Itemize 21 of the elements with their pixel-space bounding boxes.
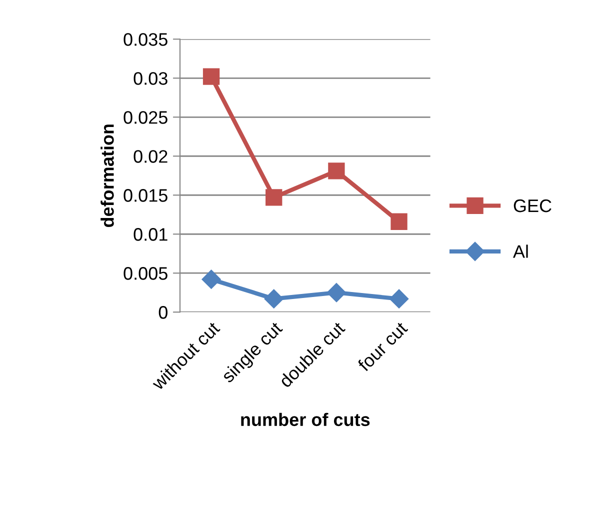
point [326, 283, 346, 302]
y-tick-label: 0.01 [134, 228, 168, 241]
point [264, 289, 284, 308]
point [390, 213, 408, 230]
legend-label: GEC [514, 199, 552, 212]
y-tick-label: 0.015 [124, 189, 168, 202]
point [328, 162, 345, 180]
x-tick-label: four cut [356, 320, 408, 372]
y-tick-label: 0.035 [124, 33, 168, 46]
point [202, 68, 220, 85]
point [389, 289, 409, 308]
point [266, 189, 282, 206]
y-tick-label: 0.02 [134, 150, 168, 163]
point [202, 270, 221, 289]
x-axis-title: number of cuts [241, 412, 370, 426]
y-tick-label: 0.03 [134, 72, 168, 85]
y-tick-label: 0.005 [124, 267, 168, 280]
y-tick-label: 0.025 [124, 111, 168, 124]
y-tick-label: 0 [158, 306, 168, 319]
y-axis-title: deformation [100, 124, 114, 228]
legend-label: Al [512, 244, 528, 258]
